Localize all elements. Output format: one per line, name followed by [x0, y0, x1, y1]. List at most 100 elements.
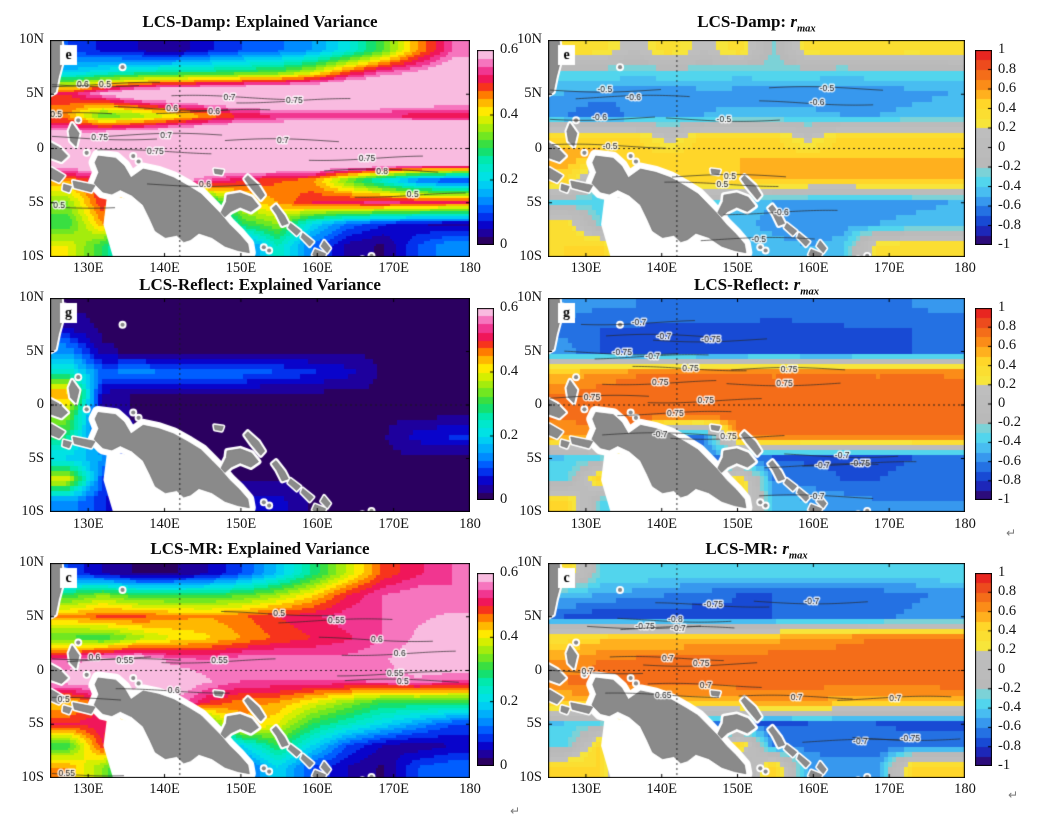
x-tick-label: 180 — [954, 516, 976, 532]
x-tick-label: 170E — [378, 260, 409, 276]
x-tick-label: 130E — [570, 260, 602, 276]
x-tick-label: 130E — [72, 260, 104, 276]
map-canvas — [548, 298, 965, 512]
y-tick-label: 10S — [519, 248, 542, 264]
colorbar-tick-label: 0.6 — [500, 41, 519, 57]
title-text: LCS-Damp: Explained Variance — [142, 12, 378, 31]
y-tick-label: 5S — [28, 193, 44, 210]
x-tick-label: 150E — [722, 516, 753, 532]
colorbar-tick-label: 0.8 — [998, 60, 1017, 77]
colorbar-tick-label: 0.2 — [500, 171, 519, 187]
map-canvas — [548, 563, 965, 778]
x-tick-label: 160E — [301, 781, 333, 797]
x-tick-label: 140E — [646, 516, 678, 532]
y-tick-label: 5S — [28, 449, 44, 466]
title-text: LCS-Reflect: — [694, 275, 794, 294]
x-tick-label: 130E — [72, 781, 104, 797]
colorbar-tick-label: 0 — [500, 236, 508, 252]
x-tick-label: 180 — [954, 781, 976, 797]
x-tick-label: 160E — [798, 260, 829, 276]
y-tick-label: 5N — [524, 342, 542, 359]
y-tick-label: 5S — [526, 193, 542, 210]
colorbar-tick-label: -0.2 — [998, 679, 1021, 696]
panel-title: LCS-MR: Explained Variance — [50, 539, 470, 562]
y-tick-label: 5N — [26, 607, 44, 624]
y-tick-label: 10S — [21, 248, 44, 264]
y-tick-label: 0 — [36, 661, 44, 678]
colorbar-tick-label: 0.4 — [998, 356, 1017, 373]
x-tick-label: 140E — [646, 260, 678, 276]
colorbar-tick-label: 0.6 — [998, 602, 1017, 619]
x-tick-label: 160E — [301, 516, 333, 532]
colorbar-tick-label: 0.8 — [998, 318, 1017, 335]
colorbar — [975, 573, 992, 766]
y-tick-label: 10S — [21, 503, 44, 519]
x-tick-label: 140E — [149, 516, 180, 532]
word-return-mark: ↵ — [1006, 526, 1017, 540]
y-tick-label: 10N — [517, 289, 542, 305]
colorbar-tick-label: 1 — [998, 41, 1006, 57]
colorbar-tick-label: -0.4 — [998, 699, 1021, 716]
colorbar-tick-label: -1 — [998, 491, 1011, 507]
title-text: LCS-Reflect: Explained Variance — [139, 275, 381, 294]
colorbar — [975, 50, 992, 245]
y-tick-label: 5S — [28, 715, 44, 732]
colorbar-tick-label: 0.2 — [998, 119, 1017, 135]
y-tick-label: 10S — [21, 769, 44, 785]
colorbar-tick-label: 0.2 — [998, 641, 1017, 658]
x-tick-label: 180 — [459, 781, 481, 797]
word-return-mark: ↵ — [1008, 788, 1019, 802]
x-tick-label: 140E — [149, 781, 180, 797]
title-text: LCS-MR: — [705, 539, 783, 558]
title-math-r: r — [793, 275, 801, 294]
x-tick-label: 130E — [570, 781, 602, 797]
x-tick-label: 140E — [149, 260, 180, 276]
colorbar — [477, 50, 494, 245]
x-tick-label: 170E — [378, 516, 409, 532]
x-tick-label: 180 — [954, 260, 976, 276]
colorbar-tick-label: 0.6 — [500, 299, 519, 315]
colorbar-tick-label: 0 — [500, 757, 508, 773]
y-tick-label: 10N — [517, 554, 542, 570]
colorbar-tick-label: 0 — [998, 395, 1006, 411]
title-text: LCS-MR: Explained Variance — [150, 539, 370, 558]
colorbar — [975, 308, 992, 500]
y-tick-label: 10S — [519, 769, 542, 785]
colorbar-tick-label: 0.8 — [998, 583, 1017, 600]
colorbar-tick-label: -1 — [998, 236, 1011, 252]
colorbar-tick-label: 0.4 — [500, 363, 519, 379]
colorbar-tick-label: -0.8 — [998, 471, 1021, 488]
colorbar-tick-label: 0.2 — [500, 692, 519, 709]
y-tick-label: 10N — [19, 31, 44, 47]
x-tick-label: 150E — [225, 781, 257, 797]
colorbar-tick-label: -0.4 — [998, 433, 1021, 450]
colorbar-tick-label: 0.6 — [998, 337, 1017, 354]
x-tick-label: 150E — [225, 516, 257, 532]
colorbar-tick-label: -0.6 — [998, 452, 1021, 469]
map-canvas — [50, 298, 470, 512]
colorbar-tick-label: 0.4 — [500, 628, 519, 645]
map-canvas — [50, 563, 470, 778]
y-tick-label: 0 — [534, 661, 542, 678]
panel-title: LCS-MR: rmax — [548, 539, 965, 562]
colorbar-tick-label: -0.6 — [998, 718, 1021, 735]
x-tick-label: 150E — [722, 781, 753, 797]
colorbar-tick-label: 0.6 — [500, 564, 519, 580]
map-canvas — [548, 40, 965, 257]
panel-title: LCS-Damp: Explained Variance — [50, 12, 470, 35]
title-subscript: max — [796, 23, 816, 35]
panel-title: LCS-Reflect: rmax — [548, 275, 965, 298]
y-tick-label: 10N — [19, 554, 44, 570]
y-tick-label: 5S — [526, 449, 542, 466]
y-tick-label: 5N — [26, 85, 44, 102]
y-tick-label: 0 — [534, 139, 542, 156]
x-tick-label: 130E — [570, 516, 602, 532]
title-math-r: r — [782, 539, 789, 558]
colorbar-tick-label: -0.2 — [998, 414, 1021, 431]
colorbar-tick-label: 0 — [500, 491, 508, 507]
colorbar-tick-label: 0.2 — [500, 427, 519, 443]
